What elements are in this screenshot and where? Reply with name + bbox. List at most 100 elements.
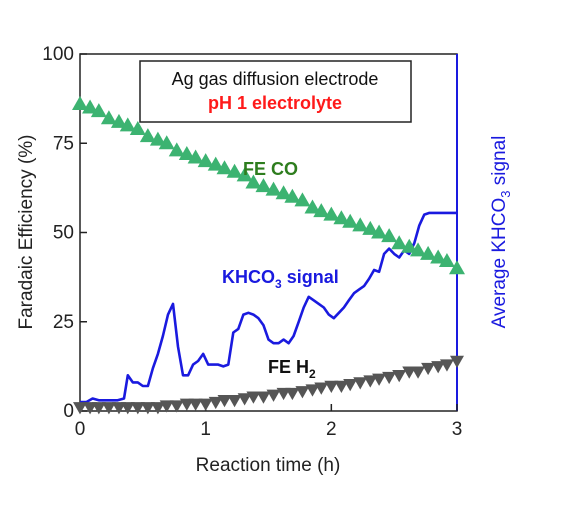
- fe-h2-point: [101, 402, 116, 415]
- fe-co-point: [304, 199, 321, 214]
- fe-co-point: [149, 131, 166, 146]
- x-axis-title: Reaction time (h): [196, 455, 341, 476]
- fe-co-point: [187, 149, 204, 164]
- fe-co-point: [207, 156, 224, 171]
- info-box-line1: Ag gas diffusion electrode: [172, 69, 379, 89]
- y2-axis-title-sub: 3: [498, 191, 513, 198]
- fe-h2-point: [120, 402, 135, 415]
- fe-co-point: [265, 181, 282, 196]
- fe-h2-point: [353, 377, 368, 390]
- fe-h2-point: [246, 391, 261, 404]
- khco3-signal-line: [80, 211, 457, 404]
- fe-co-point: [401, 238, 418, 253]
- fe-h2-point: [73, 402, 87, 415]
- fe-h2-point: [363, 375, 378, 388]
- fe-co-point: [245, 174, 262, 189]
- fe-h2-point: [285, 387, 300, 401]
- series-khco3: [80, 211, 457, 404]
- info-box-line2: pH 1 electrolyte: [208, 93, 342, 113]
- fe-co-point: [430, 249, 447, 264]
- fe-co-point: [255, 178, 272, 193]
- fe-h2-point: [266, 389, 281, 402]
- fe-co-point: [333, 210, 350, 225]
- fe-co-point: [342, 213, 359, 228]
- fe-h2-point: [295, 386, 310, 399]
- y2-axis-title: Average KHCO3 signal: [489, 136, 513, 329]
- y-tick-label: 0: [63, 401, 74, 422]
- annotation-fe-h2: FE H2: [268, 357, 316, 381]
- fe-h2-point: [402, 366, 417, 379]
- fe-co-point: [72, 95, 88, 110]
- fe-h2-point: [140, 402, 155, 415]
- fe-h2-point: [179, 398, 194, 411]
- y-tick-label: 25: [53, 312, 74, 333]
- fe-co-point: [381, 228, 398, 243]
- fe-h2-point: [256, 391, 271, 404]
- fe-h2-point: [227, 395, 242, 408]
- y-axis-ticks: 0 25 50 75 100: [42, 44, 87, 422]
- fe-co-point: [362, 220, 379, 235]
- fe-co-point: [391, 235, 408, 250]
- fe-co-point: [168, 142, 185, 157]
- series-fe-co: [72, 95, 465, 275]
- y-tick-label: 100: [42, 44, 74, 65]
- fe-h2-point: [431, 361, 446, 374]
- fe-co-point: [216, 160, 233, 175]
- fe-co-point: [275, 185, 292, 200]
- fe-h2-point: [382, 371, 397, 385]
- fe-co-point: [371, 224, 388, 239]
- fe-co-point: [352, 217, 369, 232]
- annotation-fe-co: FE CO: [243, 159, 298, 179]
- x-tick-label: 3: [452, 419, 463, 440]
- fe-h2-point: [421, 362, 436, 376]
- fe-h2-point: [450, 355, 464, 369]
- fe-h2-point: [324, 380, 339, 394]
- annotation-khco3-main: KHCO: [222, 267, 275, 287]
- fe-h2-point: [439, 359, 454, 372]
- fe-h2-point: [392, 370, 407, 383]
- fe-co-point: [284, 188, 301, 203]
- fe-co-point: [313, 203, 330, 218]
- y-tick-label: 50: [53, 223, 74, 244]
- fe-co-point: [420, 245, 437, 260]
- fe-co-point: [410, 242, 427, 257]
- fe-co-point: [438, 253, 455, 268]
- y-tick-label: 75: [53, 133, 74, 154]
- fe-h2-point: [150, 402, 165, 415]
- fe-h2-point: [169, 400, 184, 413]
- fe-co-point: [90, 103, 107, 118]
- info-box: Ag gas diffusion electrode pH 1 electrol…: [139, 60, 412, 123]
- y2-axis-title-tail: signal: [489, 136, 510, 191]
- annotation-fe-h2-main: FE H: [268, 357, 309, 377]
- fe-co-point: [119, 117, 136, 132]
- fe-h2-point: [159, 400, 174, 413]
- fe-h2-point: [334, 380, 349, 394]
- fe-co-point: [449, 260, 465, 275]
- fe-co-point: [110, 113, 127, 128]
- fe-co-point: [158, 135, 175, 150]
- fe-co-point: [323, 206, 340, 221]
- fe-h2-point: [188, 398, 203, 411]
- annotation-fe-h2-sub: 2: [309, 367, 316, 381]
- fe-co-point: [82, 99, 99, 114]
- x-tick-label: 1: [200, 419, 211, 440]
- info-box-frame: [139, 60, 412, 123]
- x-tick-label: 2: [326, 419, 337, 440]
- fe-h2-point: [217, 395, 232, 408]
- fe-h2-point: [237, 393, 252, 406]
- fe-h2-point: [314, 382, 329, 395]
- fe-co-point: [294, 192, 311, 207]
- fe-h2-point: [111, 402, 126, 415]
- fe-h2-point: [208, 396, 223, 410]
- x-tick-label: 0: [75, 419, 86, 440]
- fe-h2-point: [372, 373, 387, 386]
- annotation-khco3-sub: 3: [275, 277, 282, 291]
- annotation-khco3-tail: signal: [282, 267, 339, 287]
- fe-h2-point: [198, 398, 213, 411]
- fe-co-point: [197, 153, 214, 168]
- y-axis-title: Faradaic Efficiency (%): [16, 135, 37, 330]
- fe-h2-point: [91, 402, 106, 415]
- fe-co-point: [226, 163, 243, 178]
- x-axis-ticks: 0 1 2 3: [75, 404, 463, 440]
